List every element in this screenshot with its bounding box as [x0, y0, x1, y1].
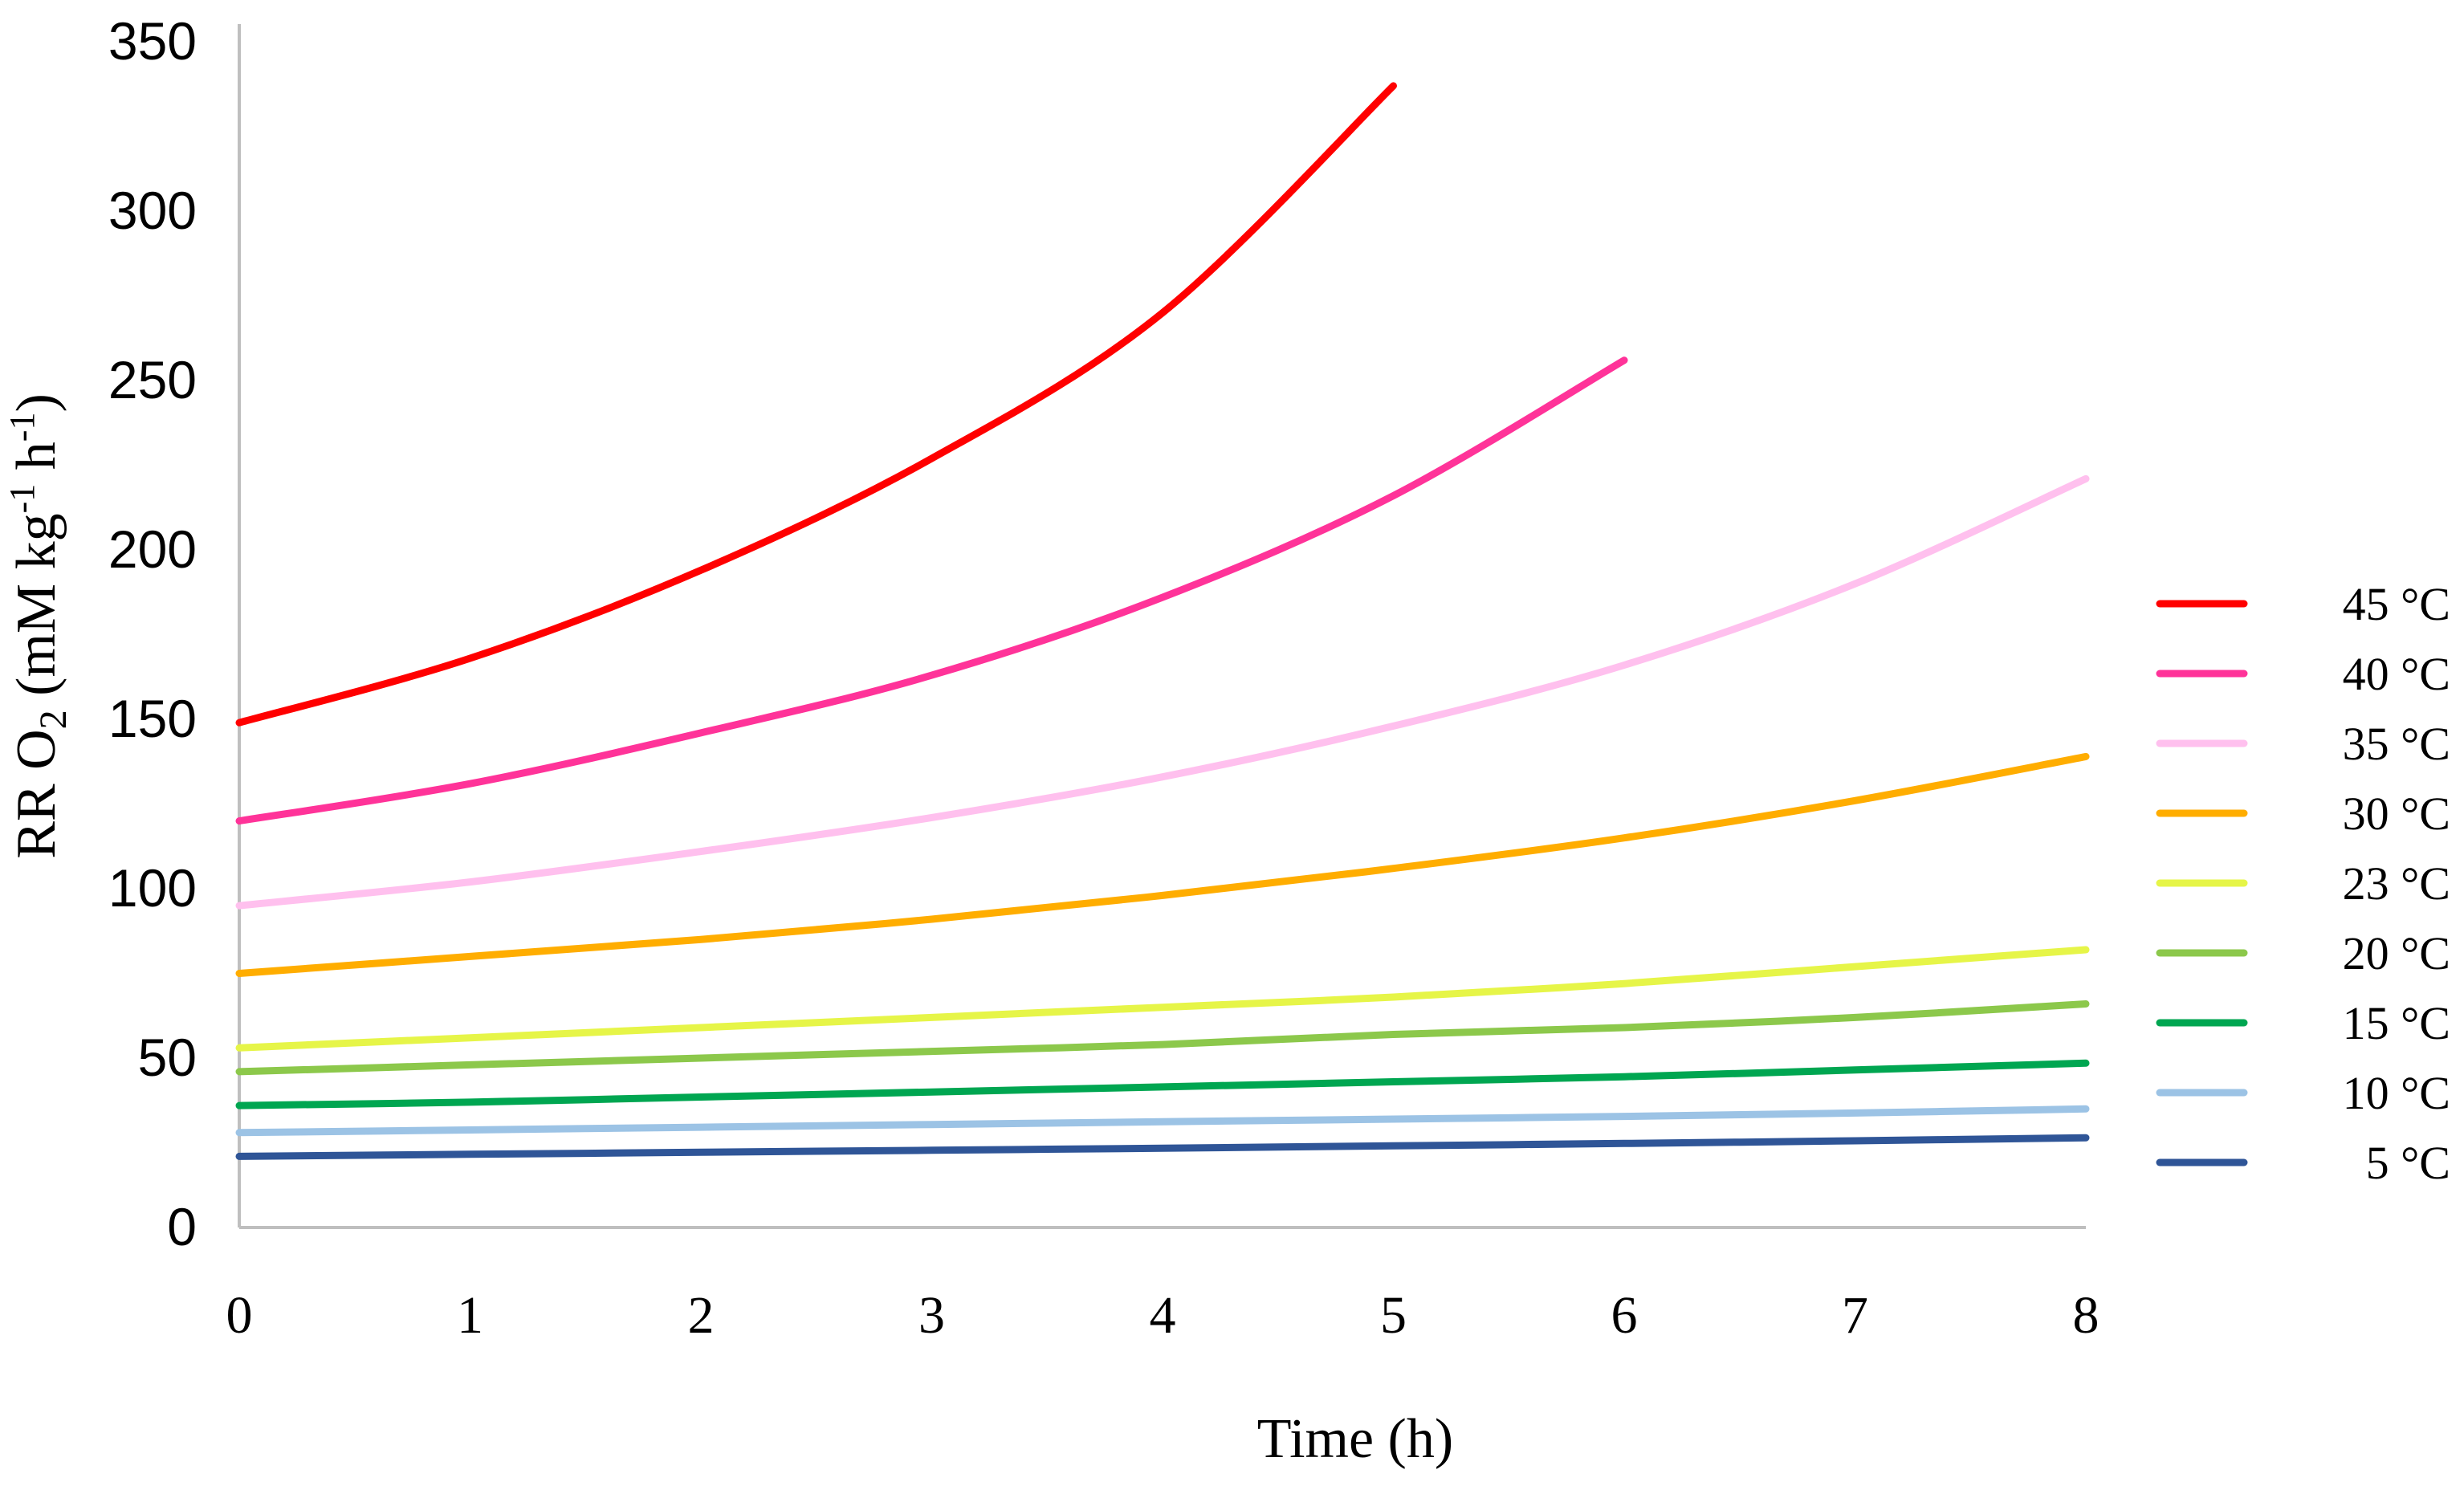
y-tick-label: 350 — [108, 11, 197, 71]
series-line-10c — [235, 1105, 2090, 1137]
legend-item: 30 °C — [2156, 788, 2450, 840]
series-line-5c — [235, 1134, 2090, 1160]
y-tick-label: 300 — [108, 181, 197, 240]
axes — [238, 24, 2086, 1229]
legend-item: 40 °C — [2156, 648, 2450, 700]
x-tick-label: 5 — [1380, 1286, 1407, 1345]
y-tick-label: 200 — [108, 519, 197, 579]
y-axis-title-part: ) — [6, 393, 67, 412]
legend-label: 10 °C — [2343, 1067, 2450, 1119]
series-line-40c — [235, 356, 1628, 825]
x-tick-label: 3 — [918, 1286, 945, 1345]
y-tick-label: 0 — [167, 1197, 197, 1256]
legend-item: 23 °C — [2156, 857, 2450, 910]
legend-label: 20 °C — [2343, 927, 2450, 979]
legend-item: 20 °C — [2156, 927, 2450, 979]
legend-label: 35 °C — [2343, 718, 2450, 770]
y-tick-label: 150 — [108, 689, 197, 748]
series-line-45c — [235, 82, 1397, 727]
y-tick-label: 100 — [108, 858, 197, 918]
y-axis-title-part: RR O — [6, 729, 67, 858]
legend-item: 35 °C — [2156, 718, 2450, 770]
legend: 45 °C 40 °C 35 °C 30 °C 23 °C 20 °C 15 °C 10 °C… — [2156, 578, 2450, 1189]
y-tick-labels: 0 50 100 150 200 250 300 350 — [108, 11, 197, 1256]
x-axis-title: Time (h) — [1257, 1408, 1453, 1470]
y-axis-title-part: (mM kg — [6, 513, 67, 710]
legend-item: 10 °C — [2156, 1067, 2450, 1119]
y-axis-title: RR O2 (mM kg-1 h-1) — [2, 393, 75, 859]
x-tick-label: 1 — [457, 1286, 483, 1345]
legend-label: 45 °C — [2343, 578, 2450, 630]
x-tick-label: 8 — [2073, 1286, 2099, 1345]
y-axis-title-part: h — [6, 442, 67, 484]
series-lines — [235, 82, 2090, 1160]
series-line-23c — [235, 946, 2090, 1052]
series-line-35c — [235, 474, 2090, 910]
legend-label: 5 °C — [2366, 1137, 2450, 1189]
series-line-30c — [235, 752, 2090, 977]
legend-label: 23 °C — [2343, 857, 2450, 910]
legend-label: 30 °C — [2343, 788, 2450, 840]
x-tick-label: 4 — [1150, 1286, 1176, 1345]
series-line-20c — [235, 1000, 2090, 1076]
legend-label: 15 °C — [2343, 997, 2450, 1049]
legend-item: 15 °C — [2156, 997, 2450, 1049]
legend-label: 40 °C — [2343, 648, 2450, 700]
series-line-15c — [235, 1059, 2090, 1109]
legend-item: 5 °C — [2156, 1137, 2450, 1189]
x-tick-label: 0 — [226, 1286, 253, 1345]
y-axis-title-subscript: 2 — [32, 710, 75, 729]
y-tick-label: 50 — [138, 1028, 197, 1087]
x-tick-label: 2 — [688, 1286, 715, 1345]
legend-item: 45 °C — [2156, 578, 2450, 630]
y-axis-title-superscript: -1 — [2, 484, 42, 514]
y-axis-title-superscript: -1 — [2, 413, 42, 442]
x-tick-label: 7 — [1842, 1286, 1868, 1345]
x-tick-labels: 0 1 2 3 4 5 6 7 8 — [226, 1286, 2099, 1345]
x-tick-label: 6 — [1611, 1286, 1638, 1345]
y-tick-label: 250 — [108, 350, 197, 409]
